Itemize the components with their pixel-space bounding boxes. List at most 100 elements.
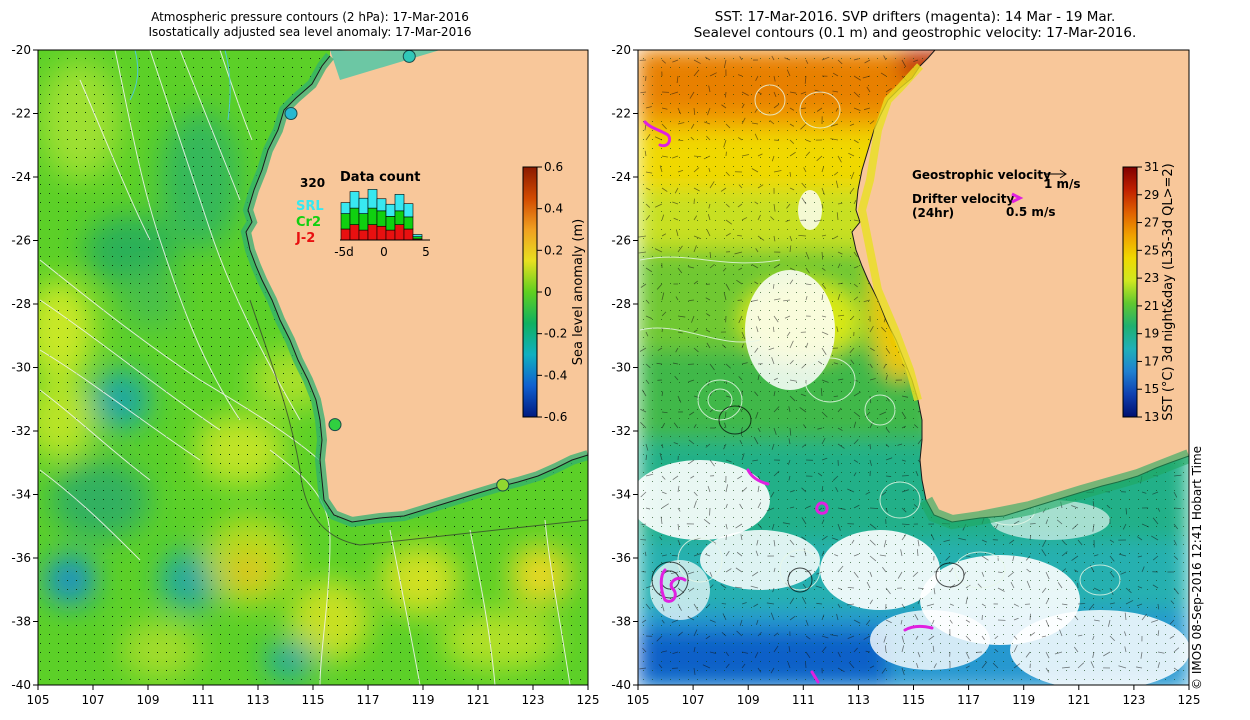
geostrophic-arrow — [900, 549, 903, 557]
geostrophic-arrow — [853, 58, 859, 61]
geostrophic-arrow — [645, 299, 650, 304]
geostrophic-arrow — [691, 315, 695, 323]
geostrophic-arrow — [705, 56, 711, 61]
geostrophic-arrow — [1109, 555, 1115, 562]
geostrophic-arrow — [737, 475, 743, 480]
imos-credit: © IMOS 08-Sep-2016 12:41 Hobart Time — [1190, 445, 1204, 690]
geostrophic-arrow — [883, 635, 887, 643]
geostrophic-arrow — [1173, 555, 1179, 560]
data-count-bar-j2 — [358, 229, 369, 241]
geostrophic-arrow — [932, 645, 935, 653]
geostrophic-legend-label: Geostrophic velocity — [912, 168, 1051, 182]
data-count-tick-label: 5 — [422, 245, 430, 259]
geostrophic-arrow — [821, 283, 827, 290]
geostrophic-arrow — [835, 107, 839, 112]
y-tick-label: -40 — [11, 678, 31, 692]
geostrophic-arrow — [885, 374, 888, 381]
geostrophic-arrow — [709, 459, 715, 467]
geostrophic-arrow — [1152, 584, 1159, 589]
geostrophic-arrow — [1013, 663, 1021, 669]
geostrophic-arrow — [773, 263, 781, 269]
geostrophic-arrow — [725, 523, 728, 530]
x-tick-label: 107 — [82, 693, 105, 707]
geostrophic-arrow — [644, 551, 647, 557]
geostrophic-arrow — [1092, 501, 1095, 509]
geostrophic-arrow — [853, 504, 860, 509]
geostrophic-arrow — [848, 661, 855, 669]
geostrophic-arrow — [773, 203, 776, 212]
geostrophic-arrow — [821, 411, 828, 418]
geostrophic-arrow — [804, 75, 807, 84]
colorbar-tick-label: 17 — [1144, 354, 1159, 368]
data-count-tick-label: -5d — [334, 245, 354, 259]
geostrophic-arrow — [688, 439, 695, 445]
geostrophic-arrow — [750, 585, 759, 589]
geostrophic-arrow — [773, 406, 780, 413]
geostrophic-arrow — [705, 443, 711, 448]
sst-map — [638, 50, 1189, 685]
geostrophic-arrow — [836, 212, 839, 221]
geostrophic-arrow — [789, 187, 795, 191]
geostrophic-arrow — [671, 619, 679, 623]
geostrophic-arrow — [789, 539, 795, 546]
geostrophic-arrow — [709, 571, 713, 577]
x-tick-label: 113 — [247, 693, 270, 707]
geostrophic-arrow — [741, 663, 746, 669]
geostrophic-arrow — [738, 74, 743, 77]
x-tick-label: 125 — [1178, 693, 1201, 707]
geostrophic-arrow — [705, 553, 711, 557]
geostrophic-arrow — [773, 470, 780, 477]
x-tick-label: 123 — [1122, 693, 1145, 707]
geostrophic-arrow — [801, 197, 807, 205]
geostrophic-arrow — [693, 491, 698, 497]
colorbar-tick-label: 23 — [1144, 271, 1159, 285]
geostrophic-arrow — [884, 645, 887, 653]
geostrophic-arrow — [708, 167, 711, 173]
y-tick-label: -20 — [611, 43, 631, 57]
geostrophic-arrow — [965, 596, 968, 605]
geostrophic-arrow — [805, 139, 811, 143]
geostrophic-arrow — [949, 567, 954, 573]
geostrophic-arrow — [803, 548, 807, 557]
geostrophic-arrow — [1137, 555, 1143, 558]
geostrophic-arrow — [677, 169, 684, 173]
data-count-bar-srl — [349, 191, 360, 209]
geostrophic-arrow — [821, 267, 826, 271]
geostrophic-arrow — [928, 635, 935, 641]
x-tick-label: 111 — [792, 693, 815, 707]
geostrophic-arrow — [645, 134, 651, 141]
geostrophic-arrow — [853, 107, 861, 111]
y-tick-label: -26 — [11, 234, 31, 248]
geostrophic-arrow — [805, 651, 811, 659]
geostrophic-arrow — [645, 106, 652, 109]
geostrophic-arrow — [1157, 630, 1160, 637]
geostrophic-arrow — [913, 424, 919, 429]
geostrophic-arrow — [708, 203, 711, 209]
geostrophic-arrow — [837, 251, 843, 255]
geostrophic-arrow — [853, 75, 861, 81]
geostrophic-arrow — [821, 486, 824, 493]
geostrophic-arrow — [1092, 523, 1095, 532]
geostrophic-scale-arrow — [1044, 169, 1067, 179]
geostrophic-arrow — [885, 443, 890, 448]
geostrophic-arrow — [805, 283, 812, 286]
geostrophic-arrow — [837, 407, 842, 413]
geostrophic-arrow — [880, 72, 887, 77]
data-count-max-label: 320 — [300, 176, 325, 190]
right-title-line2: Sealevel contours (0.1 m) and geostrophi… — [693, 25, 1137, 41]
geostrophic-arrow — [645, 379, 650, 385]
data-count-bar-srl — [394, 194, 405, 212]
geostrophic-arrow — [981, 571, 985, 577]
geostrophic-arrow — [821, 347, 827, 355]
geostrophic-arrow — [917, 539, 920, 547]
geostrophic-arrow — [1059, 629, 1063, 637]
geostrophic-arrow — [821, 331, 829, 335]
geostrophic-arrow — [677, 315, 686, 318]
geostrophic-arrow — [725, 568, 732, 573]
geostrophic-arrow — [863, 635, 871, 640]
geostrophic-arrow — [917, 597, 921, 605]
geostrophic-arrow — [869, 571, 873, 577]
geostrophic-arrow — [853, 91, 860, 98]
geostrophic-arrow — [770, 216, 775, 221]
